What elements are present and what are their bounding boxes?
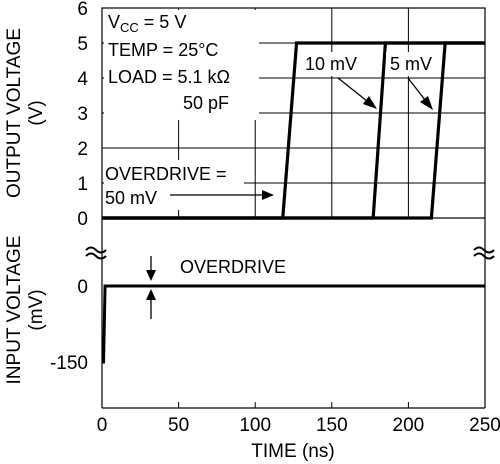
- top-ylabel-line1: OUTPUT VOLTAGE: [4, 28, 25, 198]
- top-y-tick-label-1: 1: [77, 174, 88, 195]
- bottom-series: [102, 284, 485, 364]
- x-tick-label-150: 150: [316, 415, 348, 436]
- temp-label: TEMP = 25°C: [108, 40, 218, 60]
- break-mark-left: [85, 246, 107, 260]
- top-ylabel-line2: (V): [26, 100, 47, 125]
- top-y-ticks: 0 1 2 3 4 5 6: [77, 0, 88, 230]
- overdrive-arrowhead-up: [146, 289, 156, 300]
- bottom-ylabel-line2: (mV): [26, 289, 47, 330]
- overdrive-arrowhead-down: [146, 270, 156, 281]
- top-y-tick-label-0: 0: [77, 209, 88, 230]
- top-y-tick-label-4: 4: [77, 69, 88, 90]
- top-annotations: OVERDRIVE = 50 mV 10 mV 5 mV: [104, 52, 438, 210]
- load-label: LOAD = 5.1 kΩ: [108, 67, 230, 87]
- top-panel: 0 1 2 3 4 5 6 VCC = 5 V TEMP = 25°C LOAD = 5.1…: [4, 0, 486, 230]
- arrowhead-10mv: [363, 96, 377, 109]
- vcc-label: VCC = 5 V: [108, 12, 186, 35]
- top-y-tick-label-2: 2: [77, 139, 88, 160]
- arrowhead-50mv: [262, 190, 274, 200]
- top-y-tick-label-5: 5: [77, 34, 88, 55]
- label-10mv-background: [300, 52, 364, 76]
- label-5mv-background: [386, 52, 438, 76]
- overdrive-50mv-line2: 50 mV: [105, 188, 157, 208]
- overdrive-input-label: OVERDRIVE: [180, 257, 286, 277]
- label-5mv: 5 mV: [390, 54, 432, 74]
- overdrive-50mv-line1: OVERDRIVE =: [105, 164, 227, 184]
- top-series: [102, 41, 485, 220]
- overdrive-50mv-background: [104, 160, 244, 210]
- conditions-background: [104, 10, 259, 120]
- cap-label: 50 pF: [183, 93, 229, 113]
- axis-break-marks: [85, 246, 495, 260]
- arrowhead-5mv: [420, 96, 433, 110]
- input-step-line: [102, 284, 485, 364]
- x-ticks: 0 50 100 150 200 250: [97, 402, 500, 436]
- x-tick-label-0: 0: [97, 415, 108, 436]
- label-10mv: 10 mV: [305, 54, 357, 74]
- conditions-block: VCC = 5 V TEMP = 25°C LOAD = 5.1 kΩ 50 p…: [104, 10, 259, 120]
- top-y-tick-label-6: 6: [77, 0, 88, 20]
- x-tick-label-100: 100: [239, 415, 271, 436]
- bottom-y-tick-label--150: -150: [50, 353, 88, 374]
- top-y-tick-label-3: 3: [77, 104, 88, 125]
- bottom-panel: 0 -150 OVERDRIVE INPUT VOLTAGE (mV): [4, 218, 486, 409]
- series-line-5-mv: [102, 41, 485, 220]
- x-tick-label-200: 200: [393, 415, 425, 436]
- bottom-y-ticks: 0 -150: [50, 277, 88, 374]
- bottom-ylabel-line1: INPUT VOLTAGE: [4, 236, 25, 385]
- break-mark-right: [473, 246, 495, 260]
- bottom-y-tick-label-0: 0: [77, 277, 88, 298]
- x-tick-label-50: 50: [168, 415, 189, 436]
- x-axis-label: TIME (ns): [251, 441, 334, 462]
- x-tick-label-250: 250: [469, 415, 500, 436]
